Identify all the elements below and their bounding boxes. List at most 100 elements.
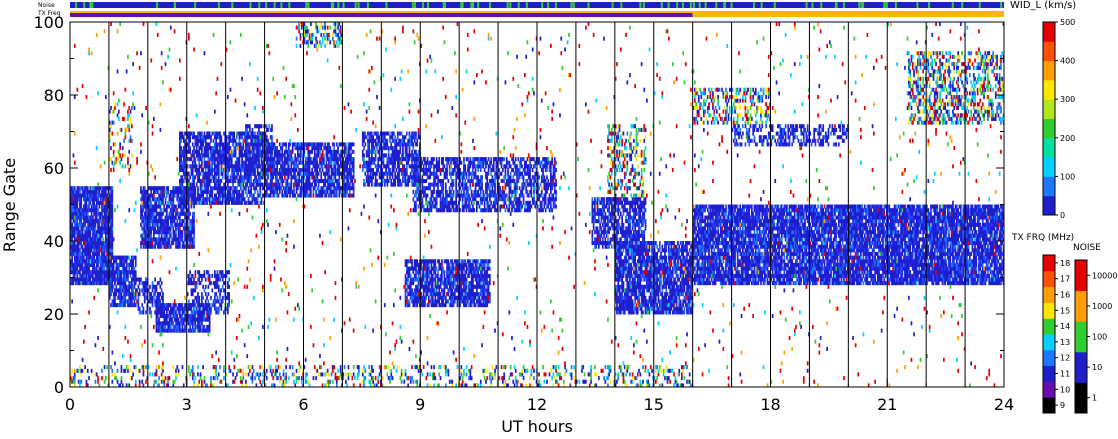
echo-cell (255, 186, 258, 191)
echo-cell (236, 189, 238, 194)
echo-cell (190, 168, 193, 173)
noise-strip-tick (525, 2, 528, 8)
echo-cell (124, 303, 127, 308)
echo-cell (250, 200, 252, 205)
echo-cell (217, 310, 220, 315)
echo-cell (155, 204, 158, 209)
echo-cell (150, 310, 153, 315)
echo-cell (167, 230, 169, 235)
echo-cell (227, 281, 229, 286)
echo-cell (217, 277, 220, 282)
echo-cell (72, 230, 75, 235)
echo-cell (181, 160, 184, 165)
echo-cell (216, 135, 219, 140)
echo-cell (243, 197, 246, 202)
echo-cell (172, 186, 175, 191)
echo-cell (352, 175, 355, 180)
echo-cell (216, 149, 219, 154)
echo-cell (207, 135, 210, 140)
echo-cell (120, 157, 123, 162)
echo-cell (199, 314, 202, 319)
echo-cell (93, 186, 95, 191)
echo-cell (194, 303, 197, 308)
echo-cell (245, 175, 247, 180)
echo-cell (115, 270, 118, 275)
echo-cell (150, 241, 153, 246)
echo-cell (242, 131, 245, 136)
echo-cell (175, 328, 177, 333)
echo-cell (108, 230, 111, 235)
echo-cell (95, 241, 98, 246)
echo-cell (225, 157, 228, 162)
echo-cell (99, 193, 102, 198)
echo-cell (154, 197, 156, 202)
echo-cell (70, 186, 72, 191)
echo-cell (330, 160, 333, 165)
echo-cell (110, 281, 112, 286)
echo-cell (95, 189, 98, 194)
echo-cell (80, 255, 83, 260)
echo-cell (142, 200, 145, 205)
echo-cell (105, 204, 107, 209)
echo-cell (155, 306, 158, 311)
echo-cell (206, 186, 208, 191)
echo-cell (158, 303, 160, 308)
echo-cell (251, 160, 254, 165)
echo-cell (182, 226, 185, 231)
echo-cell (77, 208, 80, 213)
echo-cell (245, 127, 247, 132)
noise-strip-tick (470, 2, 473, 8)
echo-cell (416, 142, 419, 147)
echo-cell (233, 146, 236, 151)
echo-cell (254, 168, 256, 173)
echo-cell (166, 186, 168, 191)
echo-cell (76, 241, 79, 246)
echo-cell (260, 182, 263, 187)
noise-strip-tick (554, 2, 557, 8)
echo-cell (155, 237, 158, 242)
echo-cell (193, 189, 195, 194)
echo-cell (211, 149, 214, 154)
echo-cell (166, 237, 168, 242)
echo-cell (90, 237, 93, 242)
echo-cell (145, 200, 147, 205)
echo-cell (110, 208, 112, 213)
echo-cell (214, 175, 216, 180)
echo-cell (80, 266, 83, 271)
echo-cell (84, 259, 86, 264)
echo-cell (186, 233, 189, 238)
echo-cell (128, 295, 131, 300)
echo-cell (402, 149, 404, 154)
echo-cell (188, 306, 190, 311)
echo-cell (394, 179, 396, 184)
echo-cell (262, 142, 264, 147)
echo-cell (105, 193, 107, 198)
echo-cell (181, 211, 184, 216)
echo-cell (84, 219, 86, 224)
echo-cell (75, 251, 77, 256)
echo-cell (186, 219, 189, 224)
echo-cell (230, 164, 233, 169)
echo-cell (169, 211, 172, 216)
noise-strip-tick (858, 2, 861, 8)
echo-cell (155, 200, 158, 205)
echo-cell (281, 149, 284, 154)
echo-cell (83, 186, 85, 191)
echo-cell (198, 273, 201, 278)
echo-cell (406, 164, 408, 169)
echo-cell (271, 149, 273, 154)
echo-cell (93, 251, 95, 256)
echo-cell (201, 193, 203, 198)
echo-cell (254, 200, 256, 205)
echo-cell (169, 189, 172, 194)
echo-cell (387, 131, 390, 136)
echo-cell (171, 197, 173, 202)
echo-cell (168, 321, 171, 326)
echo-cell (193, 211, 195, 216)
echo-cell (163, 230, 166, 235)
echo-cell (217, 193, 220, 198)
echo-cell (73, 186, 76, 191)
echo-cell (169, 317, 172, 322)
echo-cell (189, 277, 191, 282)
echo-cell (172, 230, 175, 235)
